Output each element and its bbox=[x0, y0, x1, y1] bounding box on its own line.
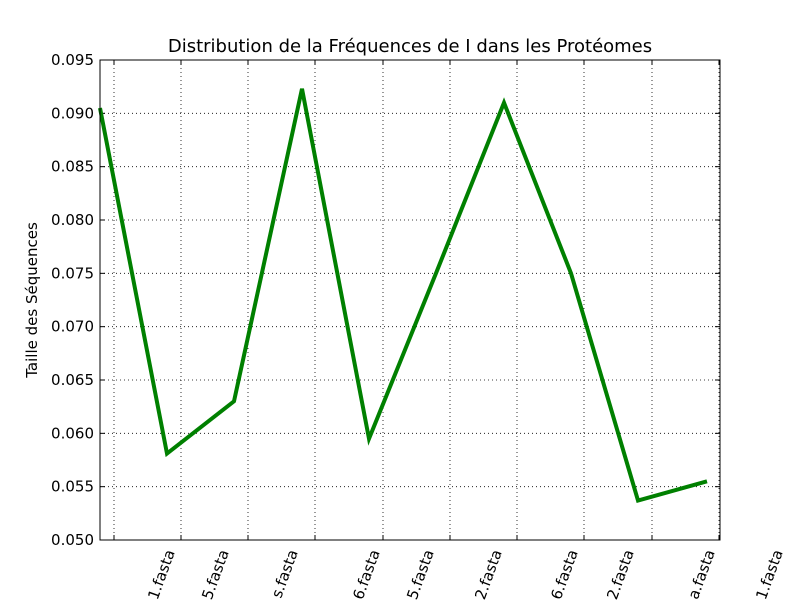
x-tick-label: 1.fasta bbox=[144, 547, 179, 600]
x-tick-label: 6.fasta bbox=[547, 547, 582, 600]
x-tick-label: 6.fasta bbox=[349, 547, 384, 600]
x-tick-label: 2.fasta bbox=[603, 547, 638, 600]
y-tick-label: 0.095 bbox=[51, 51, 94, 69]
y-tick-label: 0.055 bbox=[51, 478, 94, 496]
y-tick-label: 0.060 bbox=[51, 424, 94, 442]
y-axis-ticks: 0.050 0.055 0.060 0.065 0.070 0.075 0.080 0.085… bbox=[51, 51, 720, 549]
y-tick-label: 0.050 bbox=[51, 531, 94, 549]
y-tick-label: 0.070 bbox=[51, 318, 94, 336]
y-tick-label: 0.085 bbox=[51, 158, 94, 176]
data-series bbox=[100, 89, 707, 501]
x-tick-label: 2.fasta bbox=[471, 547, 506, 600]
x-tick-label: 5.fasta bbox=[403, 547, 438, 600]
y-tick-label: 0.090 bbox=[51, 104, 94, 122]
y-tick-label: 0.065 bbox=[51, 371, 94, 389]
x-tick-label: 5.fasta bbox=[198, 547, 233, 600]
chart-title: Distribution de la Fréquences de I dans … bbox=[168, 36, 652, 57]
series-line bbox=[100, 89, 707, 501]
y-axis-label: Taille des Séquences bbox=[23, 222, 41, 379]
x-tick-label: s.fasta bbox=[268, 547, 302, 600]
y-tick-label: 0.075 bbox=[51, 264, 94, 282]
x-tick-label: 1.fasta bbox=[752, 547, 787, 600]
y-tick-label: 0.080 bbox=[51, 211, 94, 229]
x-tick-label: a.fasta bbox=[684, 547, 718, 600]
